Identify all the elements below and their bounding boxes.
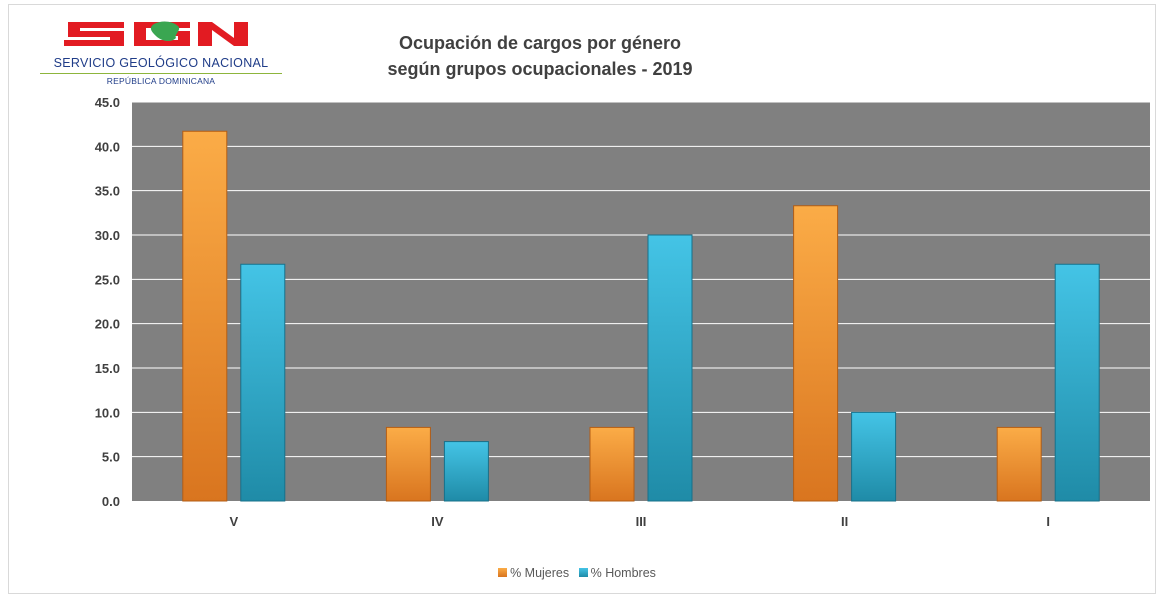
y-tick-label: 35.0 (95, 184, 120, 199)
y-tick-label: 5.0 (102, 450, 120, 465)
legend-label-hombres: % Hombres (590, 566, 656, 580)
bar-mujeres (589, 426, 635, 502)
chart-title: Ocupación de cargos por género según gru… (340, 30, 740, 82)
bar-mujeres (996, 426, 1042, 502)
y-tick-label: 30.0 (95, 228, 120, 243)
logo-subtitle: REPÚBLICA DOMINICANA (106, 76, 216, 86)
x-axis: V IV III II I (229, 514, 1050, 529)
logo-divider (40, 73, 282, 74)
bar-hombres (851, 411, 897, 502)
bar-hombres (1054, 263, 1100, 502)
plot-area (132, 102, 1150, 501)
x-tick-label: I (1046, 514, 1050, 529)
bar-hombres (240, 263, 286, 502)
y-tick-label: 10.0 (95, 405, 120, 420)
legend-swatch-mujeres (498, 568, 508, 577)
bars (182, 130, 1100, 502)
bar-mujeres (793, 205, 839, 502)
legend: % Mujeres % Hombres (0, 566, 1160, 580)
sgn-logo-mark (64, 21, 248, 46)
sgn-logo: SERVICIO GEOLÓGICO NACIONAL REPÚBLICA DO… (36, 18, 286, 90)
y-tick-label: 40.0 (95, 139, 120, 154)
y-tick-label: 0.0 (102, 494, 120, 509)
bar-hombres (647, 234, 693, 502)
y-axis: 0.0 5.0 10.0 15.0 20.0 25.0 30.0 35.0 40.0 45.0 (95, 95, 120, 509)
x-tick-label: II (841, 514, 848, 529)
x-tick-label: III (636, 514, 647, 529)
bar-mujeres (385, 426, 431, 502)
y-tick-label: 20.0 (95, 317, 120, 332)
y-tick-label: 45.0 (95, 95, 120, 110)
bar-hombres (443, 441, 489, 502)
legend-item-hombres: % Hombres (578, 566, 656, 580)
x-tick-label: V (229, 514, 238, 529)
chart-title-line-2: según grupos ocupacionales - 2019 (387, 59, 693, 79)
y-tick-label: 15.0 (95, 361, 120, 376)
chart-title-line-1: Ocupación de cargos por género (398, 33, 682, 53)
legend-swatch-hombres (578, 568, 588, 577)
y-tick-label: 25.0 (95, 272, 120, 287)
x-tick-label: IV (431, 514, 444, 529)
legend-item-mujeres: % Mujeres (498, 566, 569, 580)
bar-mujeres (182, 130, 228, 502)
legend-label-mujeres: % Mujeres (510, 566, 570, 580)
logo-name: SERVICIO GEOLÓGICO NACIONAL (53, 56, 269, 70)
gridlines (132, 101, 1150, 458)
